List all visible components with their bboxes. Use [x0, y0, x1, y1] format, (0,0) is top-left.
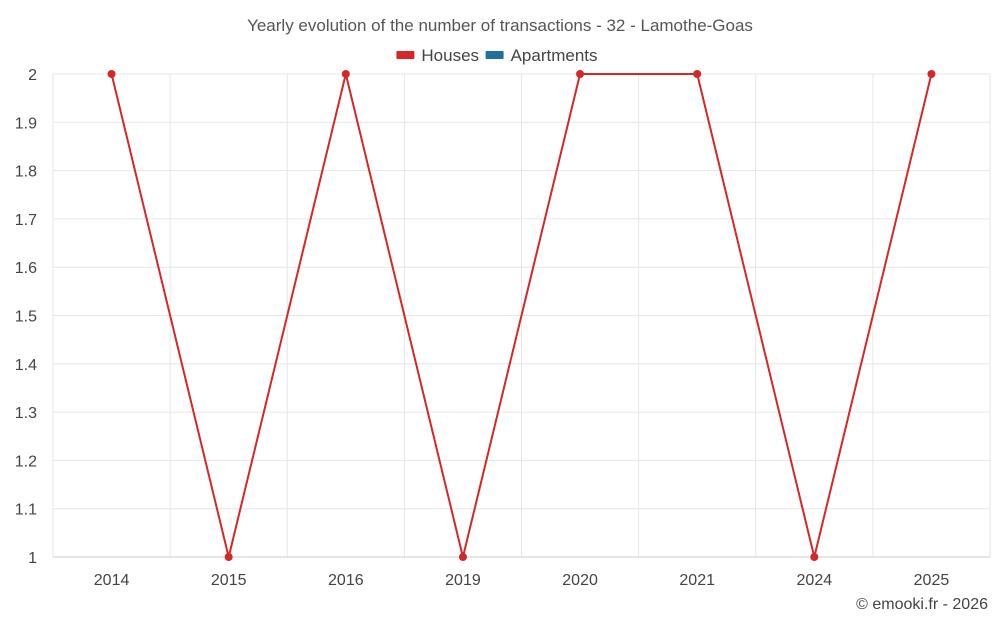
legend-item-apartments[interactable]: Apartments [485, 46, 598, 65]
y-tick-label: 1.2 [15, 453, 37, 470]
y-tick-label: 1.7 [15, 212, 37, 229]
x-tick-label: 2016 [328, 572, 364, 589]
credit-text: © emooki.fr - 2026 [856, 596, 988, 613]
y-axis: 1 1.1 1.2 1.3 1.4 1.5 1.6 1.7 1.8 1.9 2 [15, 67, 37, 567]
y-tick-label: 1.6 [15, 260, 37, 277]
x-tick-label: 2021 [679, 572, 715, 589]
legend-swatch [396, 51, 415, 59]
y-tick-label: 1.1 [15, 502, 37, 519]
x-tick-label: 2015 [211, 572, 247, 589]
x-tick-label: 2025 [914, 572, 950, 589]
data-point[interactable] [458, 553, 467, 561]
series-layer [107, 70, 936, 561]
legend-label: Houses [421, 46, 479, 65]
y-tick-label: 1.3 [15, 405, 37, 422]
y-tick-label: 1 [28, 550, 37, 567]
data-point[interactable] [341, 70, 350, 78]
data-point[interactable] [107, 70, 116, 78]
x-tick-label: 2014 [94, 572, 130, 589]
legend[interactable]: Houses Apartments [396, 46, 598, 65]
legend-swatch [485, 51, 504, 59]
series-houses [107, 70, 936, 561]
y-tick-label: 2 [28, 67, 37, 84]
legend-item-houses[interactable]: Houses [396, 46, 479, 65]
y-tick-label: 1.8 [15, 164, 37, 181]
x-tick-label: 2020 [562, 572, 598, 589]
data-point[interactable] [927, 70, 936, 78]
y-tick-label: 1.4 [15, 357, 37, 374]
y-tick-label: 1.9 [15, 115, 37, 132]
x-tick-label: 2019 [445, 572, 481, 589]
x-tick-label: 2024 [797, 572, 833, 589]
legend-label: Apartments [511, 46, 598, 65]
data-point[interactable] [576, 70, 585, 78]
chart-title: Yearly evolution of the number of transa… [247, 16, 753, 35]
data-point[interactable] [224, 553, 233, 561]
data-point[interactable] [693, 70, 702, 78]
data-point[interactable] [810, 553, 819, 561]
x-axis: 2014 2015 2016 2019 2020 2021 2024 2025 [94, 572, 950, 589]
series-line [110, 73, 933, 558]
y-tick-label: 1.5 [15, 309, 37, 326]
